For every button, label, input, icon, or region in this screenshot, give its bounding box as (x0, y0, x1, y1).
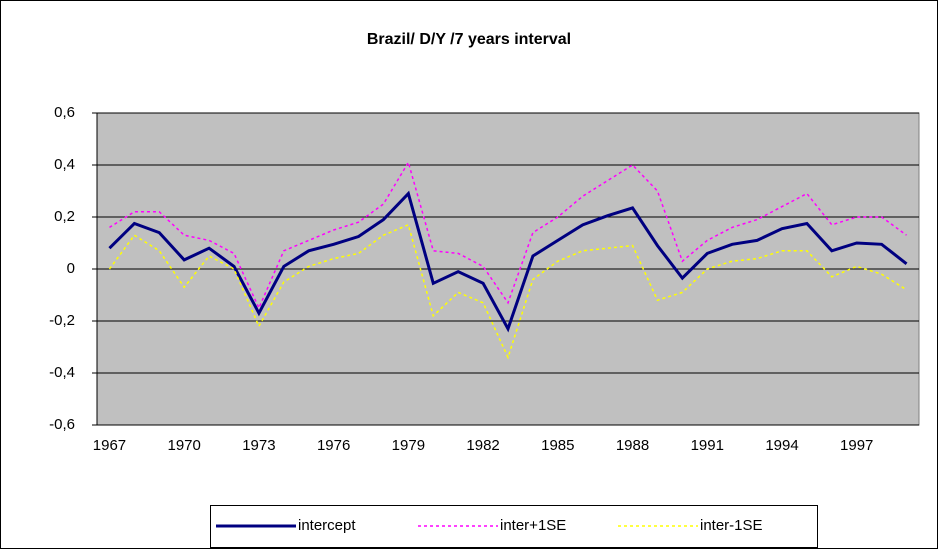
x-tick-label: 1997 (840, 437, 873, 454)
x-tick-label: 1976 (317, 437, 350, 454)
x-tick-label: 1985 (541, 437, 574, 454)
x-tick-label: 1970 (167, 437, 200, 454)
y-tick-label: 0,4 (54, 156, 75, 173)
legend-label: inter-1SE (700, 517, 763, 534)
legend (210, 505, 818, 548)
x-tick-label: 1982 (466, 437, 499, 454)
x-tick-label: 1973 (242, 437, 275, 454)
y-tick-label: -0,2 (49, 312, 75, 329)
y-tick-label: 0,2 (54, 208, 75, 225)
series-line (108, 190, 908, 333)
x-tick-label: 1979 (392, 437, 425, 454)
series-line (108, 223, 907, 360)
y-tick-label: -0,6 (49, 416, 75, 433)
series-line (109, 160, 907, 310)
y-tick-label: 0,6 (54, 104, 75, 121)
x-tick-label: 1988 (616, 437, 649, 454)
x-tick-label: 1991 (691, 437, 724, 454)
x-tick-label: 1994 (765, 437, 798, 454)
y-tick-label: -0,4 (49, 364, 75, 381)
y-tick-label: 0 (67, 260, 75, 277)
chart-title: Brazil/ D/Y /7 years interval (367, 31, 571, 48)
legend-label: intercept (298, 517, 356, 534)
legend-label: inter+1SE (500, 517, 566, 534)
x-tick-label: 1967 (93, 437, 126, 454)
